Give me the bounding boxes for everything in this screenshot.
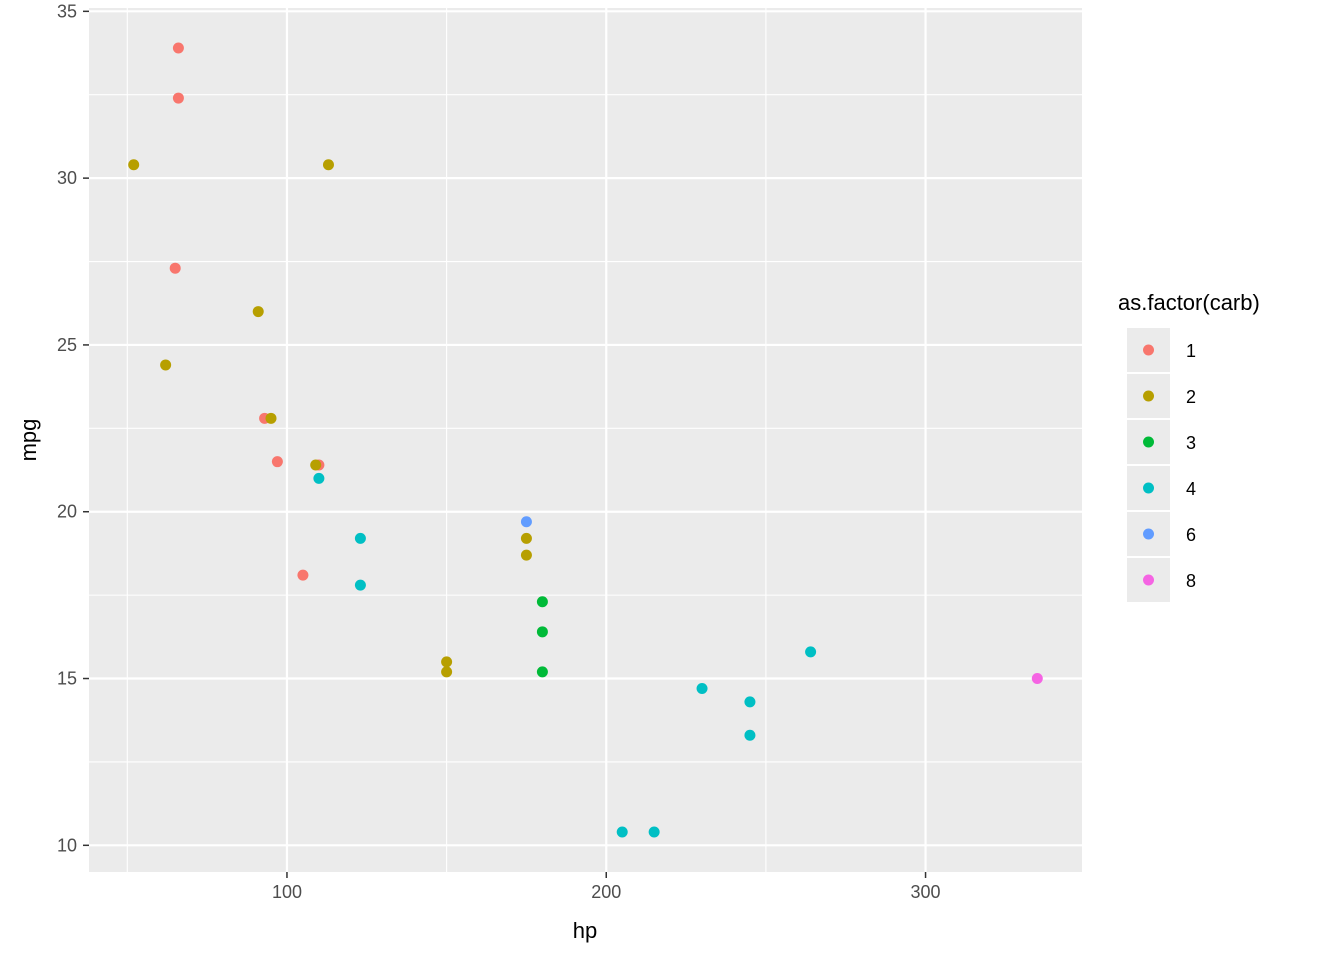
y-axis-title: mpg <box>16 419 41 462</box>
x-axis: 100 200 300 <box>272 872 941 902</box>
legend-key-point <box>1143 344 1154 356</box>
legend-label: 6 <box>1186 525 1196 545</box>
y-axis: 10 15 20 25 30 35 <box>57 1 89 855</box>
legend-key-point <box>1143 436 1154 448</box>
data-point-carb-4 <box>648 826 660 838</box>
grid-major <box>89 8 1082 872</box>
data-point-carb-3 <box>536 596 548 608</box>
data-point-carb-4 <box>354 579 366 591</box>
data-point-carb-1 <box>271 456 283 468</box>
legend-title: as.factor(carb) <box>1118 290 1260 315</box>
x-tick-label: 200 <box>591 882 621 902</box>
data-point-carb-6 <box>520 516 532 528</box>
y-tick-label: 10 <box>57 835 77 855</box>
data-point-carb-1 <box>297 569 309 581</box>
data-point-carb-2 <box>128 159 140 171</box>
y-tick-label: 15 <box>57 669 77 689</box>
data-point-carb-2 <box>322 159 334 171</box>
data-point-carb-4 <box>616 826 628 838</box>
data-point-carb-4 <box>744 729 756 741</box>
x-tick-label: 100 <box>272 882 302 902</box>
data-point-carb-2 <box>441 656 453 668</box>
legend: as.factor(carb) 1 2 3 4 6 8 <box>1118 290 1260 602</box>
data-point-carb-4 <box>354 532 366 544</box>
data-point-carb-2 <box>310 459 322 471</box>
data-point-carb-8 <box>1031 673 1043 685</box>
y-tick-label: 30 <box>57 168 77 188</box>
y-tick-label: 35 <box>57 1 77 21</box>
legend-label: 1 <box>1186 341 1196 361</box>
grid-minor <box>89 8 1082 872</box>
data-point-carb-2 <box>265 412 277 424</box>
legend-label: 8 <box>1186 571 1196 591</box>
data-points <box>128 42 1043 838</box>
data-point-carb-4 <box>805 646 817 658</box>
panel-background <box>89 8 1082 872</box>
y-tick-label: 25 <box>57 335 77 355</box>
legend-label: 3 <box>1186 433 1196 453</box>
data-point-carb-2 <box>252 306 264 318</box>
x-axis-title: hp <box>573 918 597 943</box>
data-point-carb-1 <box>172 42 184 54</box>
data-point-carb-2 <box>520 549 532 561</box>
data-point-carb-1 <box>169 262 181 274</box>
legend-key-point <box>1143 482 1154 494</box>
x-tick-label: 300 <box>911 882 941 902</box>
legend-items: 1 2 3 4 6 8 <box>1127 328 1196 602</box>
data-point-carb-2 <box>160 359 172 371</box>
legend-key-point <box>1143 390 1154 402</box>
legend-label: 2 <box>1186 387 1196 407</box>
data-point-carb-4 <box>313 472 325 484</box>
data-point-carb-2 <box>520 532 532 544</box>
data-point-carb-1 <box>172 92 184 104</box>
data-point-carb-4 <box>744 696 756 708</box>
data-point-carb-3 <box>536 626 548 638</box>
legend-key-point <box>1143 528 1154 540</box>
data-point-carb-3 <box>536 666 548 678</box>
data-point-carb-2 <box>441 666 453 678</box>
y-tick-label: 20 <box>57 502 77 522</box>
data-point-carb-4 <box>696 683 708 695</box>
legend-label: 4 <box>1186 479 1196 499</box>
legend-key-point <box>1143 574 1154 586</box>
